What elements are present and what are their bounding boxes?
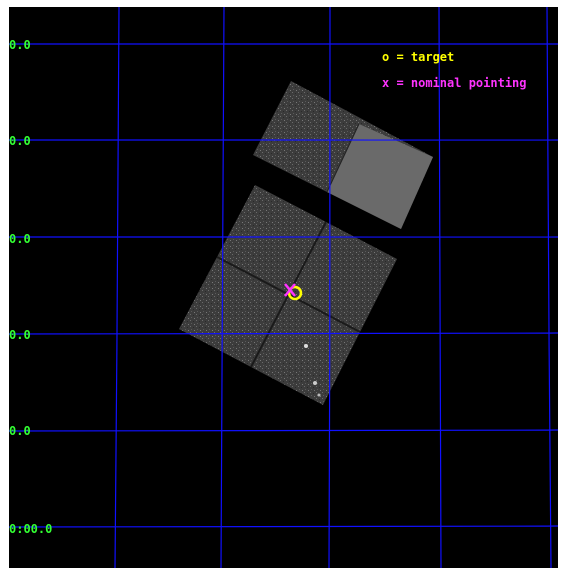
dec-tick-label: 0.0 (9, 232, 31, 246)
dec-tick-label: 0:00.0 (9, 522, 53, 536)
main-detector-array (179, 185, 397, 405)
dec-tick-label: 0.0 (9, 38, 31, 52)
dec-tick-label: 0.0 (9, 134, 31, 148)
dec-tick-label: 0.0 (9, 328, 31, 342)
upper-detector (253, 81, 433, 229)
sky-image-frame: 0.0 0.0 0.0 0.0 0.0 0:00.0 o = target x … (9, 7, 558, 568)
sky-image (9, 7, 558, 568)
nominal-pointing-marker (284, 283, 296, 297)
legend-target: o = target (382, 50, 455, 64)
dec-tick-label: 0.0 (9, 424, 31, 438)
legend-nominal-pointing: x = nominal pointing (382, 76, 527, 90)
